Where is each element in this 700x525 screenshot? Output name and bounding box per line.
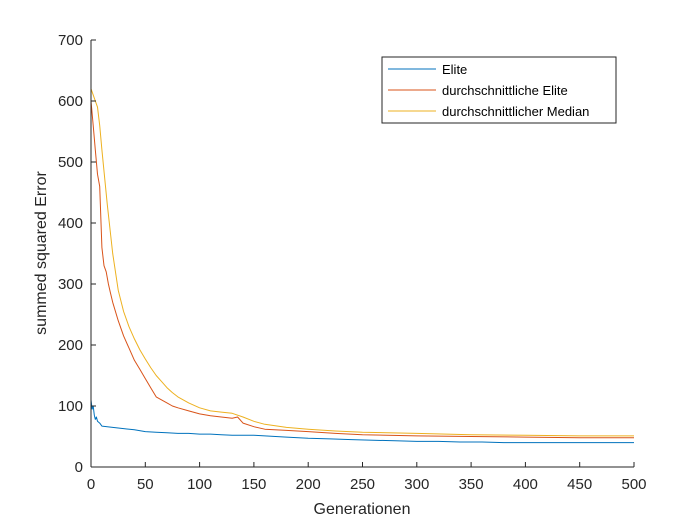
y-tick-label: 100 <box>58 398 83 415</box>
series-line-2 <box>90 100 634 439</box>
y-axis-label: summed squared Error <box>33 171 50 335</box>
series-line-3 <box>90 88 634 437</box>
ticks-layer: 0 50 100 150 200 250 300 350 400 450 500 0 100 200 300… <box>58 32 647 493</box>
x-tick-label: 450 <box>567 476 592 493</box>
x-tick-label: 300 <box>404 476 429 493</box>
x-tick-label: 200 <box>296 476 321 493</box>
x-tick-label: 150 <box>241 476 266 493</box>
legend: Elite durchschnittliche Elite durchschnitt… <box>381 56 617 124</box>
x-tick-label: 500 <box>621 476 646 493</box>
x-tick-label: 50 <box>137 476 154 493</box>
y-tick-label: 300 <box>58 276 83 293</box>
x-tick-label: 100 <box>187 476 212 493</box>
x-tick-label: 400 <box>513 476 538 493</box>
series-layer <box>90 88 634 444</box>
y-tick-label: 400 <box>58 215 83 232</box>
x-tick-label: 0 <box>87 476 95 493</box>
y-tick-label: 500 <box>58 154 83 171</box>
y-tick-label: 600 <box>58 93 83 110</box>
y-tick-label: 700 <box>58 32 83 49</box>
x-tick-label: 250 <box>350 476 375 493</box>
legend-label-3: durchschnittlicher Median <box>442 104 589 119</box>
x-axis-label: Generationen <box>314 501 411 518</box>
x-tick-label: 350 <box>459 476 484 493</box>
y-tick-label: 0 <box>75 459 83 476</box>
legend-label-1: Elite <box>442 62 467 77</box>
legend-label-2: durchschnittliche Elite <box>442 83 568 98</box>
series-line-1 <box>90 399 634 444</box>
y-tick-label: 200 <box>58 337 83 354</box>
